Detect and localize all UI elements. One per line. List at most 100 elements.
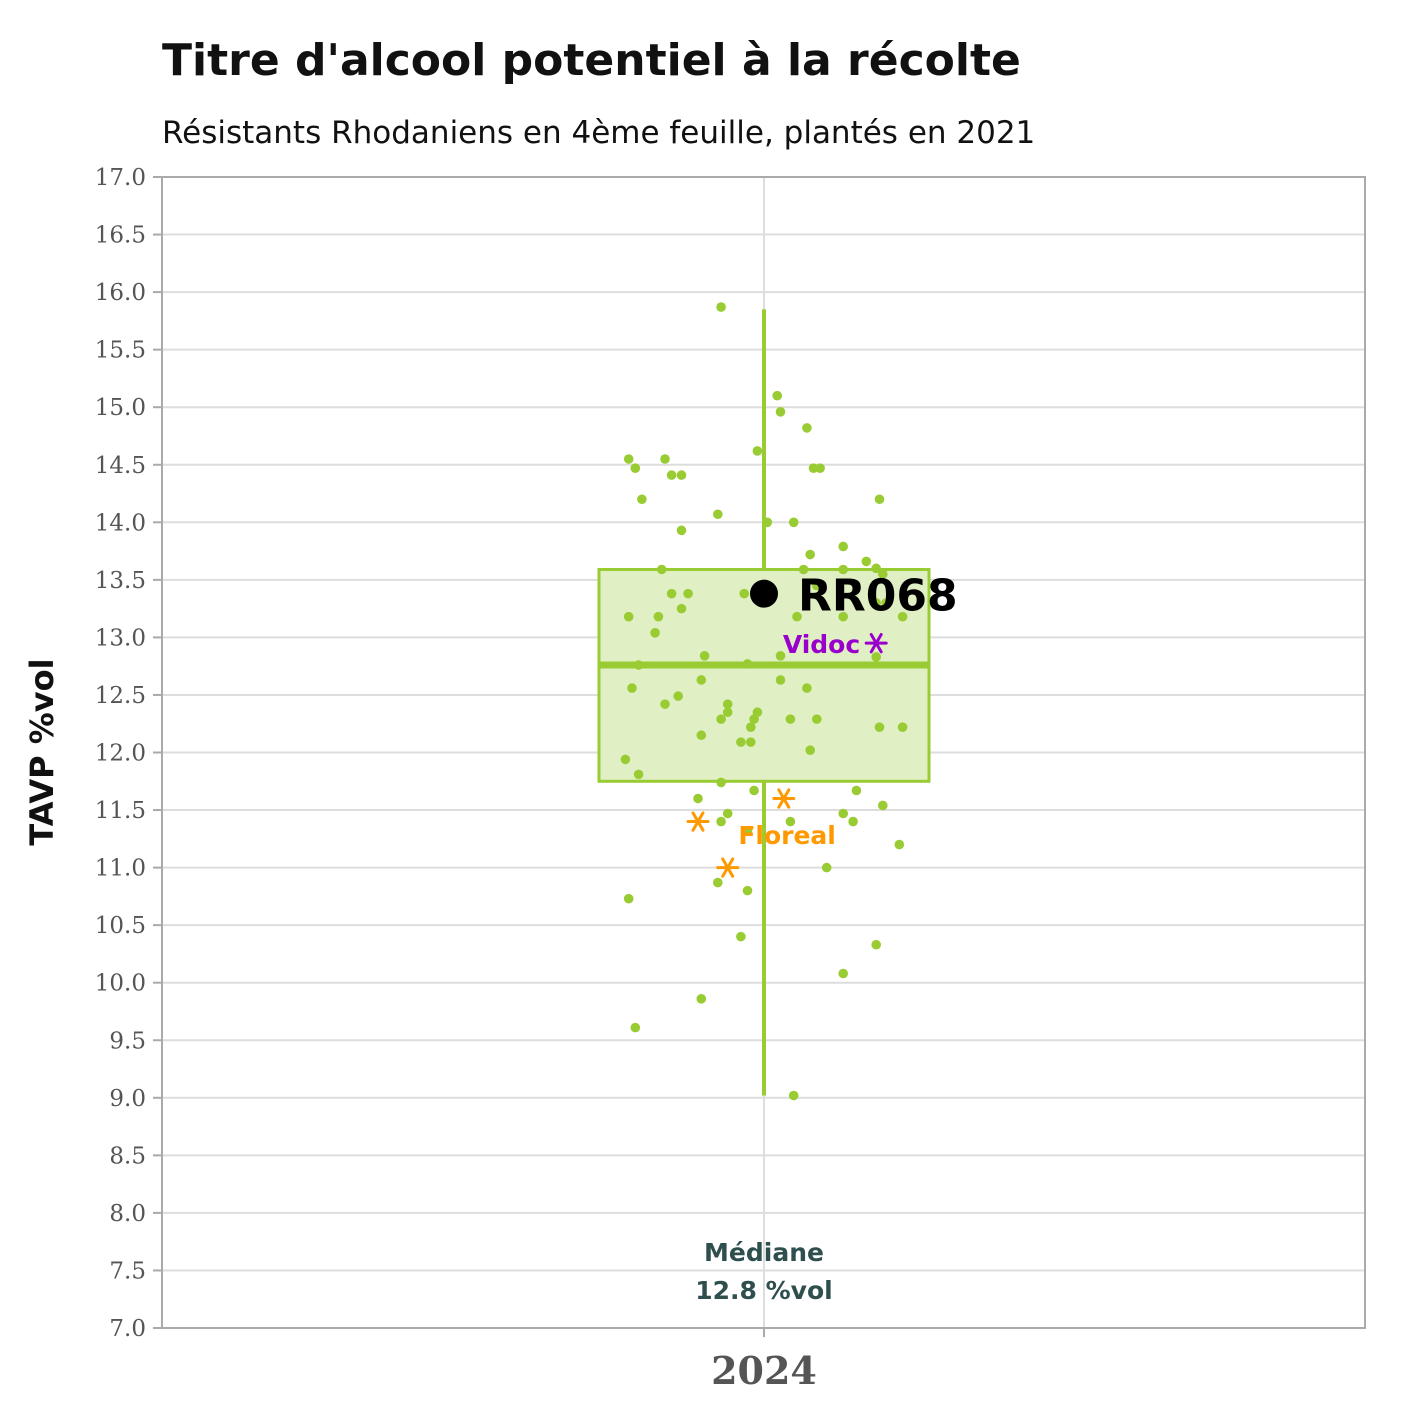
data-point bbox=[812, 714, 822, 724]
y-tick-label: 12.0 bbox=[95, 741, 146, 767]
median-value-label: 12.8 %vol bbox=[695, 1276, 832, 1305]
y-tick-label: 10.5 bbox=[95, 913, 146, 939]
data-point bbox=[713, 509, 723, 520]
data-point bbox=[630, 1022, 641, 1033]
data-point bbox=[798, 564, 809, 575]
data-point bbox=[838, 611, 848, 622]
data-point bbox=[666, 470, 677, 480]
y-tick-label: 11.0 bbox=[95, 856, 146, 882]
data-point bbox=[739, 588, 749, 599]
data-point bbox=[716, 816, 726, 827]
data-point bbox=[742, 659, 753, 669]
data-point bbox=[788, 517, 799, 528]
data-point bbox=[871, 598, 881, 608]
data-point bbox=[630, 463, 641, 474]
data-point bbox=[716, 714, 726, 724]
data-point bbox=[623, 893, 634, 904]
data-point bbox=[736, 931, 746, 942]
chart-subtitle: Résistants Rhodaniens en 4ème feuille, p… bbox=[162, 115, 1035, 151]
data-point bbox=[848, 816, 858, 827]
data-point bbox=[676, 470, 687, 480]
data-point bbox=[871, 652, 881, 662]
data-point bbox=[742, 885, 753, 896]
data-point bbox=[788, 1090, 799, 1101]
data-point bbox=[736, 737, 746, 747]
data-point bbox=[775, 675, 786, 685]
y-axis-label: TAVP %vol bbox=[23, 658, 61, 845]
data-point bbox=[894, 839, 905, 850]
median-annotation: Médiane 12.8 %vol bbox=[695, 1238, 832, 1305]
data-point bbox=[623, 611, 634, 622]
data-point bbox=[693, 793, 703, 804]
data-point bbox=[637, 494, 647, 505]
data-point bbox=[650, 627, 660, 638]
reference-marker-stroke bbox=[777, 788, 791, 809]
y-tick-label: 9.5 bbox=[109, 1028, 146, 1054]
data-point bbox=[683, 588, 693, 599]
data-point bbox=[838, 968, 848, 979]
data-point bbox=[881, 598, 891, 608]
data-point bbox=[722, 699, 733, 709]
data-point bbox=[838, 564, 848, 575]
x-tick-label: 2024 bbox=[711, 1348, 817, 1393]
reference-marker bbox=[864, 632, 888, 654]
data-point bbox=[874, 722, 885, 732]
y-tick-label: 14.5 bbox=[95, 453, 146, 479]
y-axis-ticks: 7.0 7.5 8.0 8.5 9.0 9.5 10.0 10.5 11.0 11.5 12.0 12… bbox=[95, 165, 162, 1342]
y-tick-label: 14.0 bbox=[95, 510, 146, 536]
data-point bbox=[861, 556, 872, 567]
data-point bbox=[676, 603, 687, 614]
data-point bbox=[749, 785, 759, 796]
data-point bbox=[746, 722, 756, 732]
reference-marker bbox=[772, 788, 796, 809]
reference-marker-stroke bbox=[691, 811, 705, 832]
y-tick-label: 15.0 bbox=[95, 395, 146, 421]
y-tick-label: 9.0 bbox=[109, 1086, 146, 1112]
y-tick-label: 8.5 bbox=[109, 1143, 146, 1169]
y-tick-label: 11.5 bbox=[95, 798, 146, 824]
data-point bbox=[874, 494, 885, 505]
reference-marker-stroke bbox=[869, 632, 883, 654]
data-point bbox=[785, 816, 796, 827]
data-point bbox=[696, 675, 707, 685]
data-point bbox=[660, 699, 670, 709]
data-point bbox=[802, 683, 812, 693]
data-point bbox=[871, 563, 881, 574]
data-point bbox=[656, 564, 667, 575]
data-point bbox=[627, 683, 637, 693]
data-point bbox=[722, 707, 733, 718]
boxplot-2024 bbox=[597, 309, 931, 1096]
highlight-label: RR068 bbox=[798, 571, 958, 622]
data-point bbox=[792, 611, 802, 622]
y-tick-label: 17.0 bbox=[95, 165, 146, 191]
y-tick-label: 15.5 bbox=[95, 338, 146, 364]
data-point bbox=[762, 517, 773, 528]
data-point bbox=[716, 777, 726, 788]
data-point bbox=[815, 463, 825, 474]
chart-title: Titre d'alcool potentiel à la récolte bbox=[162, 35, 1021, 86]
y-tick-label: 8.0 bbox=[109, 1201, 146, 1227]
data-point bbox=[696, 994, 707, 1004]
reference-label: Floreal bbox=[738, 821, 836, 850]
data-point bbox=[713, 877, 723, 888]
data-point bbox=[722, 808, 733, 819]
data-point bbox=[808, 463, 819, 474]
data-point bbox=[775, 407, 786, 417]
data-point bbox=[772, 390, 782, 401]
data-point bbox=[752, 446, 763, 456]
data-point bbox=[633, 660, 644, 670]
data-point bbox=[878, 569, 888, 579]
y-tick-label: 16.5 bbox=[95, 223, 146, 249]
data-point bbox=[851, 785, 862, 796]
y-tick-label: 12.5 bbox=[95, 683, 146, 709]
reference-marker-stroke bbox=[721, 857, 735, 878]
data-point bbox=[623, 454, 634, 464]
reference-marker bbox=[686, 811, 710, 832]
data-point bbox=[878, 800, 888, 811]
data-point bbox=[805, 549, 815, 560]
data-point bbox=[785, 714, 796, 724]
reference-varieties: Vidoc Floreal bbox=[686, 630, 888, 878]
data-point bbox=[749, 714, 759, 724]
data-point bbox=[620, 754, 631, 765]
